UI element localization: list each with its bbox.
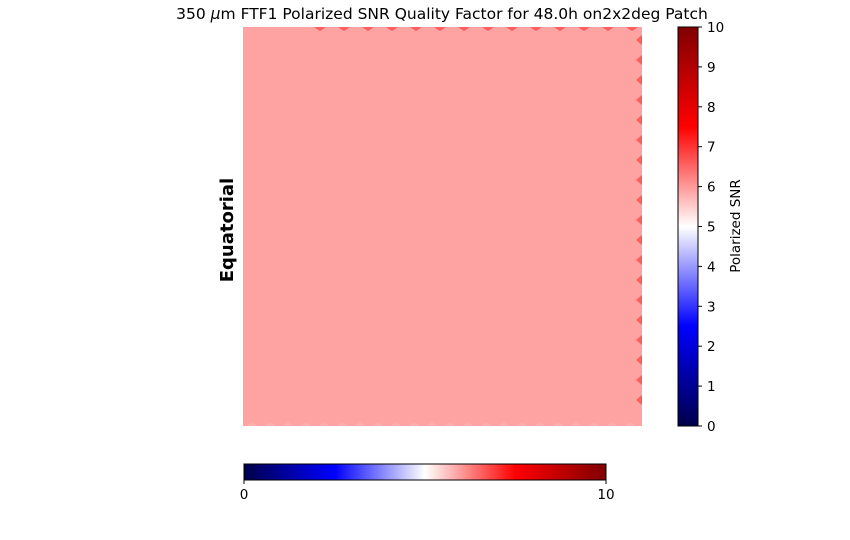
edge-mark-right — [636, 235, 642, 245]
vertical-colorbar-tick-label: 8 — [707, 100, 716, 116]
edge-mark-top — [314, 27, 326, 31]
vertical-colorbar-tick-label: 6 — [707, 180, 716, 196]
edge-mark-bottom — [462, 422, 474, 426]
edge-mark-right — [636, 355, 642, 365]
vertical-colorbar-tick-label: 0 — [707, 419, 716, 435]
vertical-colorbar-tick-label: 9 — [707, 60, 716, 76]
edge-mark-bottom — [246, 422, 258, 426]
edge-mark-top — [386, 27, 398, 31]
edge-mark-bottom — [354, 422, 366, 426]
vertical-colorbar-ticks: 0 1 2 3 4 5 6 7 8 9 10 — [698, 20, 724, 435]
edge-mark-bottom — [588, 422, 600, 426]
edge-mark-right — [636, 395, 642, 405]
chart-title: 350 μm FTF1 Polarized SNR Quality Factor… — [176, 5, 708, 23]
edge-mark-right — [636, 155, 642, 165]
edge-mark-bottom — [390, 422, 402, 426]
edge-mark-right — [636, 375, 642, 385]
edge-mark-bottom — [408, 422, 420, 426]
edge-mark-right — [636, 95, 642, 105]
edge-mark-bottom — [516, 422, 528, 426]
horizontal-colorbar: 0 10 — [240, 463, 615, 503]
edge-mark-top — [410, 27, 422, 31]
edge-mark-top — [338, 27, 350, 31]
edge-mark-right — [636, 35, 642, 45]
vertical-colorbar-tick-label: 5 — [707, 220, 716, 236]
edge-mark-bottom — [264, 422, 276, 426]
edge-mark-bottom — [282, 422, 294, 426]
vertical-colorbar-gradient — [677, 26, 699, 427]
horizontal-colorbar-ticks: 0 10 — [240, 480, 615, 503]
edge-mark-bottom — [318, 422, 330, 426]
edge-mark-right — [636, 195, 642, 205]
edge-mark-bottom — [534, 422, 546, 426]
heatmap-fill — [243, 27, 642, 426]
edge-mark-right — [636, 255, 642, 265]
edge-mark-right — [636, 295, 642, 305]
vertical-colorbar-tick-label: 2 — [707, 339, 716, 355]
edge-mark-top — [602, 27, 614, 31]
edge-mark-right — [636, 275, 642, 285]
edge-mark-right — [636, 55, 642, 65]
edge-mark-right — [636, 115, 642, 125]
edge-mark-right — [636, 335, 642, 345]
edge-mark-bottom — [606, 422, 618, 426]
edge-mark-right — [636, 75, 642, 85]
heatmap-panel — [243, 27, 642, 426]
edge-mark-top — [506, 27, 518, 31]
edge-mark-bottom — [444, 422, 456, 426]
horizontal-colorbar-tick-label: 0 — [240, 487, 249, 503]
edge-mark-bottom — [552, 422, 564, 426]
edge-mark-top — [434, 27, 446, 31]
edge-mark-bottom — [336, 422, 348, 426]
edge-mark-top — [626, 27, 638, 31]
edge-mark-top — [554, 27, 566, 31]
vertical-colorbar-tick-label: 3 — [707, 299, 716, 315]
edge-mark-bottom — [372, 422, 384, 426]
edge-mark-bottom — [480, 422, 492, 426]
edge-mark-bottom — [624, 422, 636, 426]
edge-mark-right — [636, 215, 642, 225]
edge-mark-bottom — [498, 422, 510, 426]
edge-mark-bottom — [300, 422, 312, 426]
vertical-colorbar-tick-label: 10 — [707, 20, 724, 36]
heatmap-edge-artifacts — [246, 27, 642, 426]
edge-mark-top — [458, 27, 470, 31]
edge-mark-bottom — [570, 422, 582, 426]
edge-mark-bottom — [426, 422, 438, 426]
edge-mark-top — [530, 27, 542, 31]
edge-mark-top — [482, 27, 494, 31]
vertical-colorbar-label: Polarized SNR — [728, 179, 744, 273]
vertical-colorbar-tick-label: 1 — [707, 379, 716, 395]
horizontal-colorbar-gradient — [243, 463, 607, 481]
horizontal-colorbar-tick-label: 10 — [597, 487, 614, 503]
edge-mark-top — [362, 27, 374, 31]
vertical-colorbar-tick-label: 4 — [707, 259, 716, 275]
edge-mark-right — [636, 175, 642, 185]
row-label: Equatorial — [217, 178, 238, 282]
vertical-colorbar-tick-label: 7 — [707, 140, 716, 156]
vertical-colorbar: 0 1 2 3 4 5 6 7 8 9 10 Polarized SNR — [677, 20, 744, 435]
edge-mark-right — [636, 135, 642, 145]
edge-mark-right — [636, 315, 642, 325]
edge-mark-top — [578, 27, 590, 31]
